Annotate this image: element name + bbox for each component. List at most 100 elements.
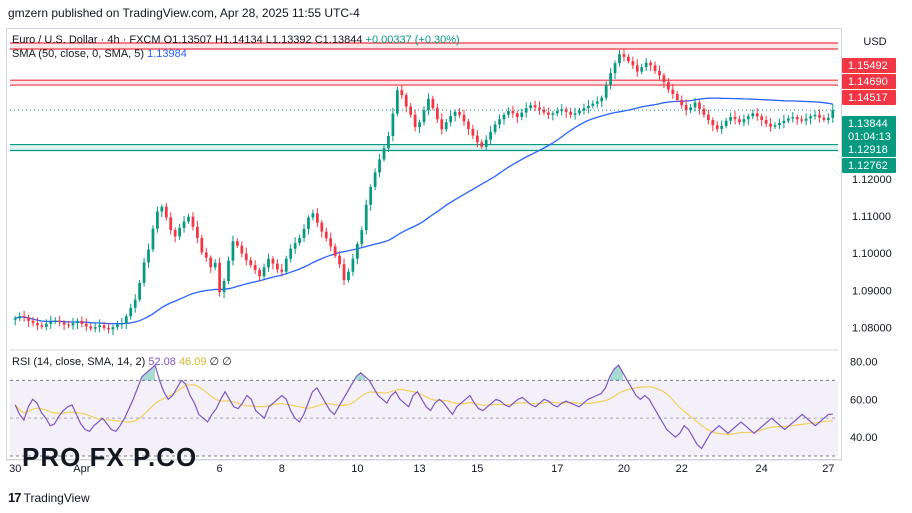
candle-body [706, 114, 710, 121]
candle-body [267, 258, 270, 268]
candle [329, 232, 333, 252]
rsi-label[interactable]: RSI (14, close, SMA, 14, 2) [12, 356, 146, 368]
candle-body [249, 260, 253, 266]
candle [591, 100, 595, 109]
candle [142, 257, 146, 287]
candle [573, 107, 577, 120]
candle [111, 324, 115, 335]
price-tag: 1.14690 [842, 74, 896, 89]
candle [351, 253, 355, 276]
candle [507, 107, 510, 118]
candle [440, 113, 444, 135]
rsi-overbought-fill [609, 365, 623, 381]
candle [124, 313, 128, 330]
watermark-logo: PRO FX P.CO [22, 442, 198, 472]
candle [307, 215, 310, 235]
candle-body [231, 241, 235, 261]
candle-body [511, 111, 515, 114]
candle-body [102, 325, 106, 328]
candle-body [444, 122, 448, 130]
candle-body [804, 118, 808, 121]
candle [93, 322, 97, 333]
candle [209, 255, 213, 273]
candle [182, 215, 186, 233]
candle [58, 315, 62, 327]
candle-body [262, 267, 266, 277]
candle-body [573, 113, 577, 115]
candle-body [400, 90, 404, 96]
candle [271, 256, 275, 270]
price-tag-label: 1.12918 [848, 144, 888, 156]
candle-body [382, 148, 386, 160]
candle-body [107, 327, 110, 330]
price-tick-label: 1.09000 [852, 285, 892, 297]
candle-body [560, 109, 564, 112]
price-tags: 1.154921.146901.145171.1384401:04:131.12… [842, 58, 896, 173]
candle-body [715, 125, 719, 129]
sma-label[interactable]: SMA (50, close, 0, SMA, 5) [12, 48, 145, 60]
candle-body [822, 117, 826, 121]
candle-body [169, 217, 173, 231]
price-axis: 1.12000 1.11000 1.10000 1.09000 1.08000 [852, 174, 892, 335]
candle [600, 95, 604, 107]
candle [378, 153, 381, 178]
candle-body [587, 105, 590, 109]
candle-body [138, 282, 142, 300]
candle [831, 104, 835, 123]
time-tick-label: 17 [551, 463, 563, 475]
rsi-ma-line [14, 384, 833, 436]
candle-body [502, 114, 506, 120]
candle-body [160, 206, 164, 212]
candle [715, 121, 719, 133]
candle [822, 114, 826, 123]
candle [498, 114, 501, 129]
time-tick-label: 6 [217, 463, 223, 475]
chart-legend: Euro / U.S. Dollar · 4h · FXCM O1.13507 … [12, 33, 460, 61]
candle-body [151, 228, 155, 250]
rsi-overbought-fill [356, 372, 365, 381]
candle [147, 243, 150, 268]
candle [480, 139, 484, 150]
tradingview-logo-text: TradingView [23, 491, 90, 505]
candle [431, 95, 435, 111]
candle-body [307, 217, 310, 229]
candle-body [542, 109, 546, 113]
candle [627, 53, 630, 64]
candle [102, 321, 106, 331]
time-tick-label: 27 [822, 463, 834, 475]
candle-body [800, 119, 804, 121]
candle [786, 115, 790, 124]
candle-body [427, 98, 430, 111]
currency-label[interactable]: USD [863, 36, 887, 48]
candle [231, 235, 235, 266]
candle-body [333, 246, 337, 256]
candle [538, 101, 541, 115]
candle [809, 113, 812, 125]
candle [773, 122, 777, 129]
candle [160, 204, 164, 218]
candle-body [529, 105, 533, 109]
candle [333, 243, 337, 258]
candle [689, 104, 692, 113]
candle-body [227, 260, 230, 282]
time-tick-label: 10 [351, 463, 363, 475]
ohlc-low: L1.13392 [265, 34, 312, 46]
symbol-title[interactable]: Euro / U.S. Dollar · 4h · FXCM [12, 34, 161, 46]
candle [116, 320, 119, 331]
candle-body [373, 172, 377, 187]
candle [587, 99, 590, 114]
time-tick-label: 30 [9, 463, 21, 475]
candle-body [147, 249, 150, 263]
candle-body [293, 243, 297, 249]
candle [733, 111, 737, 125]
candle-body [631, 61, 635, 66]
candle [36, 317, 39, 331]
candle-body [133, 299, 137, 308]
candle-body [653, 65, 657, 71]
candle-body [680, 99, 684, 106]
candle-body [324, 231, 328, 239]
candle [791, 112, 795, 123]
candle [551, 111, 555, 121]
candle [618, 50, 621, 67]
